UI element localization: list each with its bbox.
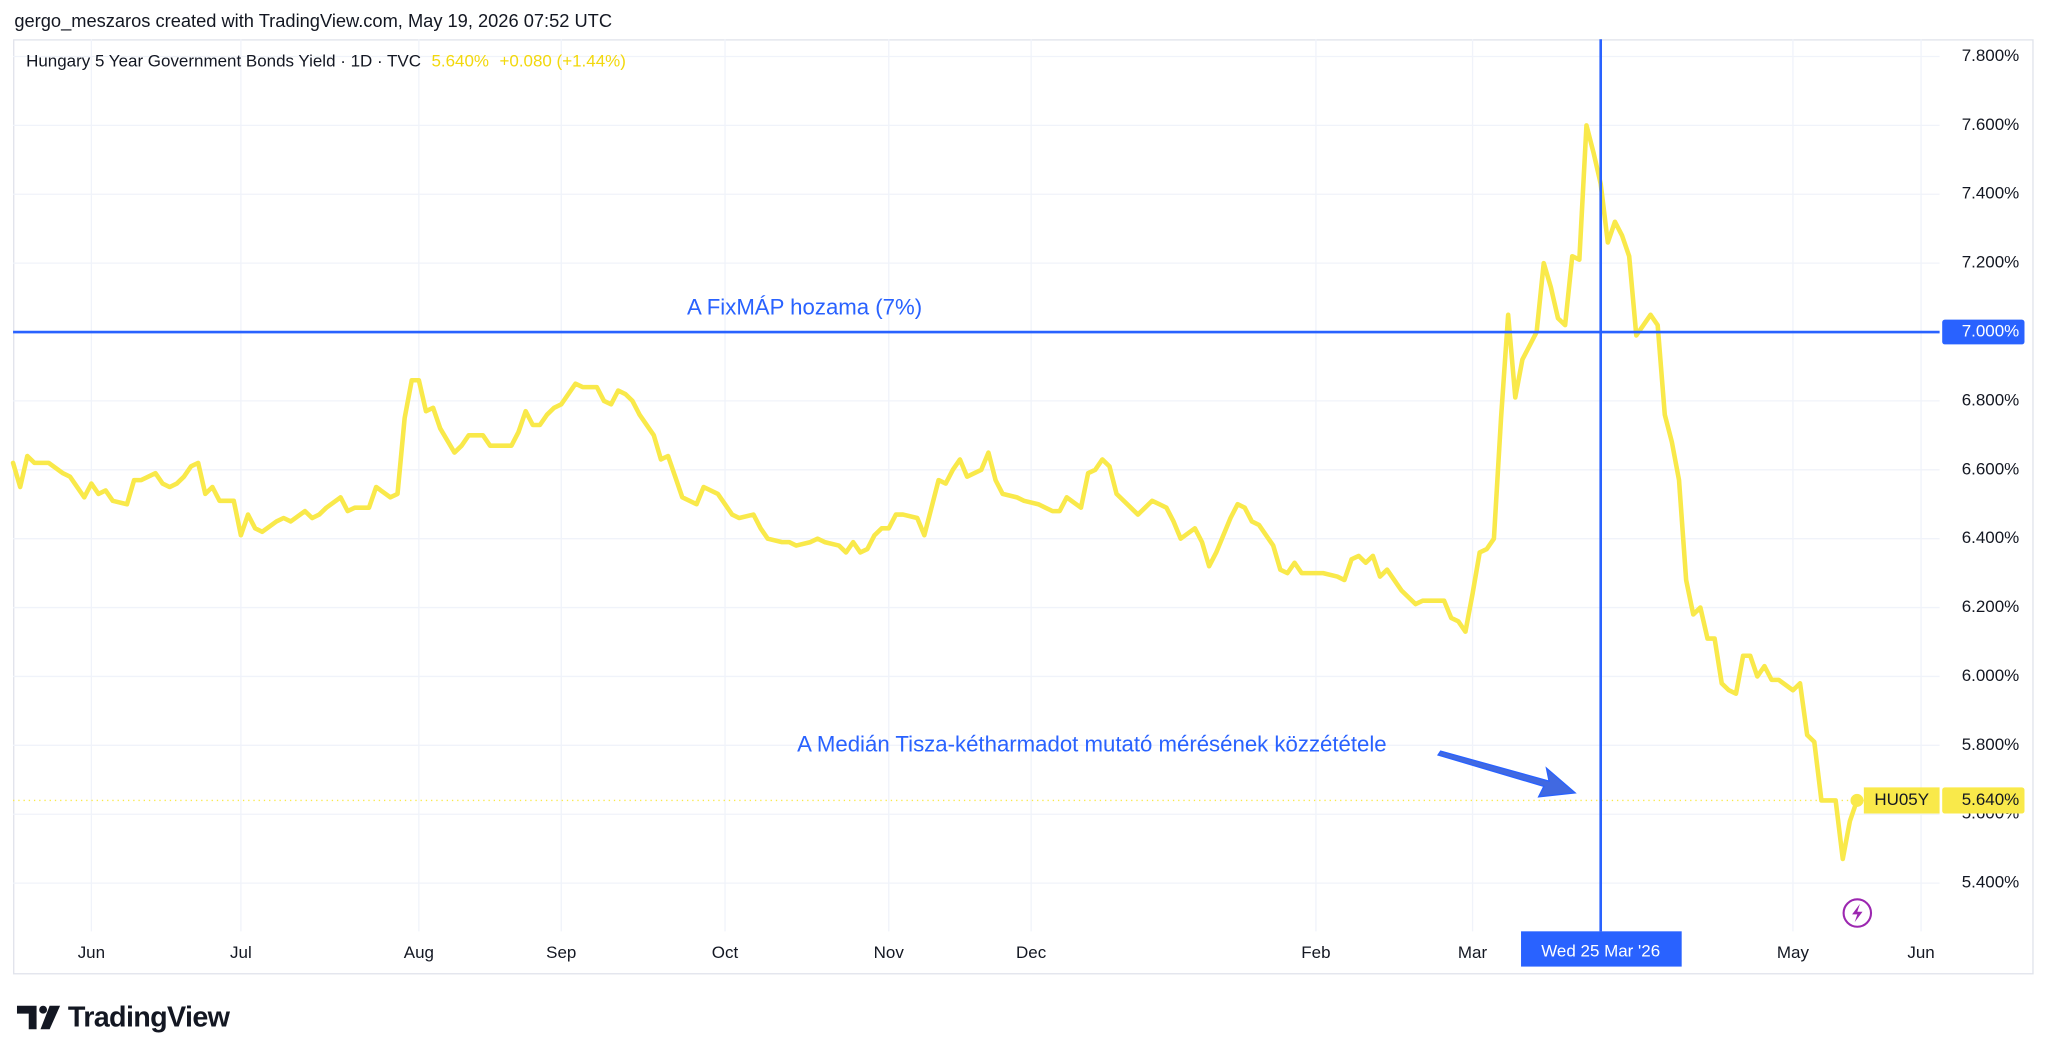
x-tick-label: Jul	[230, 943, 252, 962]
brand-logo: TradingView	[16, 1001, 231, 1033]
reference-price-label: 7.000%	[1962, 321, 2020, 340]
last-price-box	[1942, 787, 2025, 814]
last-point	[1850, 793, 1864, 807]
legend-change: +0.080 (+1.44%)	[499, 52, 625, 71]
x-tick-label: Jun	[1907, 943, 1934, 962]
y-tick-label: 6.800%	[1962, 390, 2020, 409]
series-name-box	[1863, 787, 1940, 814]
y-tick-label: 7.200%	[1962, 253, 2020, 272]
legend-symbol: Hungary 5 Year Government Bonds Yield · …	[26, 52, 421, 71]
x-tick-label: Aug	[404, 943, 434, 962]
y-tick-label: 6.200%	[1962, 597, 2020, 616]
x-tick-label: Oct	[712, 943, 739, 962]
annotation-arrow	[1437, 750, 1577, 798]
crosshair-label: Wed 25 Mar '26	[1541, 942, 1660, 961]
x-tick-label: May	[1777, 943, 1810, 962]
event-icon[interactable]	[1842, 898, 1873, 928]
chart-frame	[13, 39, 2034, 975]
x-tick-label: Sep	[546, 943, 576, 962]
y-tick-label: 6.000%	[1962, 666, 2020, 685]
y-tick-label: 5.400%	[1962, 873, 2020, 892]
x-tick-label: Dec	[1016, 943, 1047, 962]
x-tick-label: Nov	[874, 943, 905, 962]
event-icon-bolt[interactable]	[1852, 903, 1863, 923]
crosshair-box	[1521, 931, 1682, 967]
logo-mark	[39, 1005, 48, 1014]
y-tick-label: 6.600%	[1962, 459, 2020, 478]
y-tick-label: 6.400%	[1962, 528, 2020, 547]
y-tick-label: 7.800%	[1962, 46, 2020, 65]
logo-mark	[40, 1005, 61, 1030]
price-line	[10, 123, 1860, 862]
x-tick-label: Jun	[78, 943, 105, 962]
reference-price-box	[1942, 319, 2025, 345]
y-tick-label: 7.400%	[1962, 184, 2020, 203]
legend-price: 5.640%	[431, 52, 489, 71]
x-tick-label: Mar	[1458, 943, 1488, 962]
annotation-text: A Medián Tisza-kétharmadot mutató mérésé…	[797, 732, 1386, 757]
plot: A FixMÁP hozama (7%) 7.000% Wed 25 Mar '26…	[10, 39, 2025, 967]
legend: Hungary 5 Year Government Bonds Yield · …	[26, 52, 626, 71]
last-price-label: 5.640%	[1962, 790, 2020, 809]
y-tick-label: 5.800%	[1962, 735, 2020, 754]
series-name: HU05Y	[1874, 790, 1929, 809]
brand-name: TradingView	[68, 1001, 231, 1033]
x-tick-label: Feb	[1301, 943, 1330, 962]
credit: gergo_meszaros created with TradingView.…	[14, 10, 612, 32]
logo-mark	[16, 1005, 37, 1030]
reference-line-text: A FixMÁP hozama (7%)	[687, 294, 922, 319]
y-tick-label: 7.600%	[1962, 115, 2020, 134]
